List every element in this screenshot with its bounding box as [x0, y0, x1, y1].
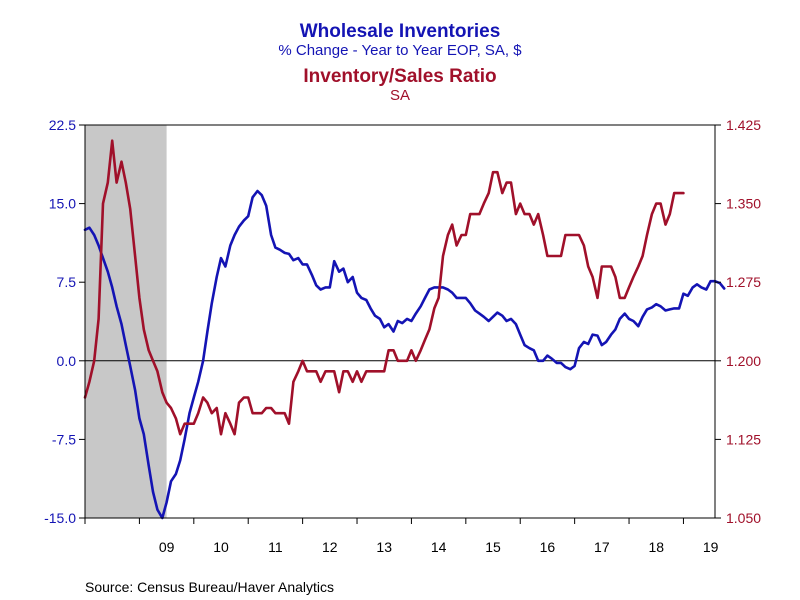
left-tick-label: -15.0 [44, 510, 76, 526]
x-tick-label: 14 [431, 539, 447, 555]
left-tick-label: 22.5 [49, 117, 76, 133]
series-line-1-right [83, 139, 685, 436]
x-tick-label: 10 [213, 539, 229, 555]
series-line-0-left [83, 189, 726, 520]
x-axis: 09 10 11 12 13 14 15 16 17 18 19 [84, 518, 719, 555]
right-tick-label: 1.275 [726, 274, 761, 290]
title-line-3: SA [390, 87, 410, 104]
series-layer [83, 139, 726, 520]
right-tick-label: 1.050 [726, 510, 761, 526]
left-tick-label: -7.5 [52, 431, 76, 447]
x-tick-label: 16 [540, 539, 556, 555]
x-tick-label: 17 [594, 539, 610, 555]
left-tick-label: 7.5 [57, 274, 77, 290]
right-tick-label: 1.200 [726, 353, 761, 369]
x-tick-label: 11 [268, 539, 283, 555]
right-tick-label: 1.125 [726, 431, 761, 447]
x-tick-label: 15 [485, 539, 501, 555]
right-tick-label: 1.350 [726, 196, 761, 212]
right-tick-label: 1.425 [726, 117, 761, 133]
left-tick-label: 15.0 [49, 196, 76, 212]
chart-titles: Wholesale Inventories% Change - Year to … [278, 21, 522, 104]
x-tick-label: 13 [376, 539, 392, 555]
left-y-axis: 22.5 15.0 7.5 0.0 -7.5 -15.0 [44, 117, 85, 526]
left-tick-label: 0.0 [57, 353, 77, 369]
plot-frame [84, 124, 716, 519]
title-line-2: Inventory/Sales Ratio [303, 66, 496, 87]
title-line-1: % Change - Year to Year EOP, SA, $ [278, 42, 522, 59]
x-tick-label: 19 [703, 539, 719, 555]
right-y-axis: 1.425 1.350 1.275 1.200 1.125 1.050 [715, 117, 761, 526]
x-tick-label: 18 [648, 539, 664, 555]
source-note: Source: Census Bureau/Haver Analytics [85, 579, 334, 595]
x-tick-label: 12 [322, 539, 338, 555]
title-line-0: Wholesale Inventories [300, 21, 501, 42]
x-tick-label: 09 [159, 539, 175, 555]
